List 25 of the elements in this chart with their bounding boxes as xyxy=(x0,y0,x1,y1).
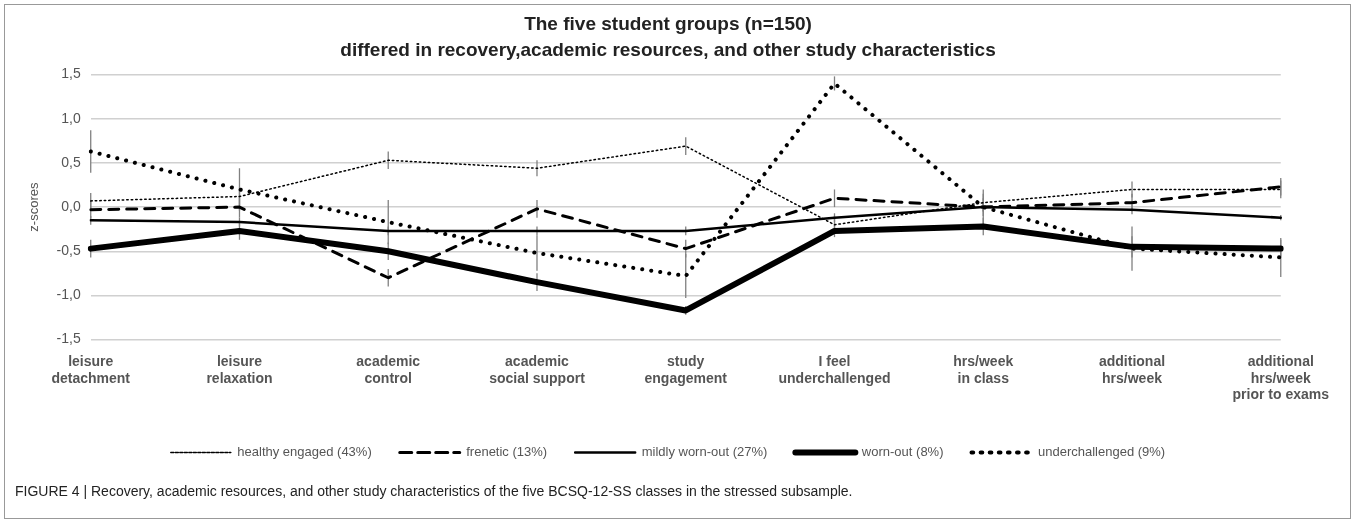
x-tick-label: academic control xyxy=(356,352,421,386)
legend-label: frenetic (13%) xyxy=(466,444,548,460)
y-tick-label: 1,5 xyxy=(61,65,81,82)
legend-label: mildly worn-out (27%) xyxy=(641,444,768,460)
x-tick-label: I feel underchallenged xyxy=(778,352,891,386)
chart-title: The five student groups (n=150) xyxy=(524,12,812,34)
y-tick-label: -0,5 xyxy=(56,242,81,259)
caption: FIGURE 4 | Recovery, academic resources, and other study characteristics of the five BCSQ-12-SS classes in the stressed subsample. xyxy=(15,483,853,499)
chart-subtitle: differed in recovery,academic resources, and other study characteristics xyxy=(340,39,996,61)
x-tick-label: additional hrs/week prior to exams xyxy=(1232,352,1330,403)
y-tick-label: 1,0 xyxy=(61,109,81,126)
y-tick-label: 0,0 xyxy=(61,197,81,214)
legend-label: worn-out (8%) xyxy=(860,444,944,460)
x-tick-label: hrs/week in class xyxy=(953,352,1014,386)
legend-label: underchallenged (9%) xyxy=(1038,444,1166,460)
legend-label: healthy engaged (43%) xyxy=(237,444,372,460)
y-tick-label: -1,5 xyxy=(56,330,81,347)
x-tick-label: leisure relaxation xyxy=(206,352,273,386)
y-tick-label: 0,5 xyxy=(61,153,81,170)
x-tick-label: additional hrs/week xyxy=(1098,352,1166,386)
x-tick-label: study engagement xyxy=(644,352,728,386)
x-tick-label: leisure detachment xyxy=(51,352,131,386)
y-tick-label: -1,0 xyxy=(56,286,81,303)
x-tick-label: academic social support xyxy=(489,352,586,386)
y-axis-title: z-scores xyxy=(26,182,42,232)
